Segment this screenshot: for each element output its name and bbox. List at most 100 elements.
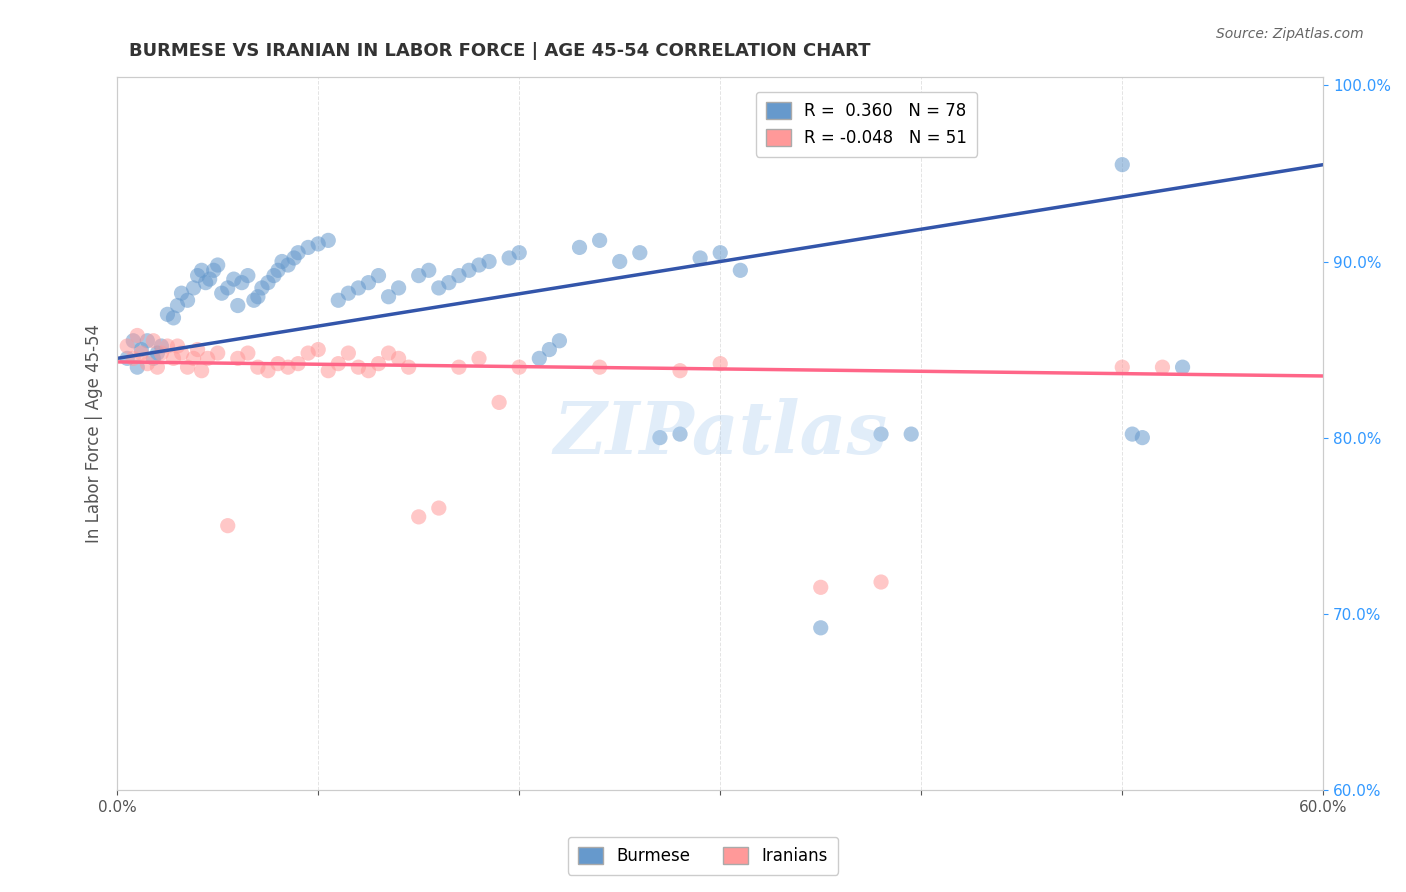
Burmese [156,307,179,321]
Iranians [187,343,209,357]
Iranians [398,360,420,375]
Iranians [217,518,239,533]
Burmese [1111,158,1133,172]
Text: BURMESE VS IRANIAN IN LABOR FORCE | AGE 45-54 CORRELATION CHART: BURMESE VS IRANIAN IN LABOR FORCE | AGE … [129,42,870,60]
Iranians [408,509,430,524]
Iranians [156,339,179,353]
Burmese [194,276,217,290]
Burmese [568,240,591,254]
Burmese [263,268,285,283]
Iranians [176,360,198,375]
Burmese [870,427,893,442]
Iranians [810,580,832,594]
Iranians [709,357,731,371]
Iranians [146,360,169,375]
Burmese [1171,360,1194,375]
Iranians [162,351,184,366]
Burmese [211,286,233,301]
Iranians [347,360,370,375]
Burmese [669,427,692,442]
Burmese [226,299,249,313]
Burmese [150,339,173,353]
Iranians [357,364,380,378]
Iranians [197,351,219,366]
Burmese [115,351,138,366]
Burmese [267,263,290,277]
Iranians [150,346,173,360]
Burmese [609,254,631,268]
Iranians [277,360,299,375]
Iranians [870,574,893,589]
Burmese [183,281,205,295]
Iranians [1111,360,1133,375]
Burmese [187,268,209,283]
Burmese [307,236,329,251]
Burmese [217,281,239,295]
Iranians [136,357,159,371]
Burmese [357,276,380,290]
Iranians [190,364,212,378]
Burmese [207,258,229,272]
Iranians [427,501,450,516]
Iranians [183,351,205,366]
Burmese [170,286,193,301]
Iranians [337,346,360,360]
Iranians [508,360,530,375]
Burmese [437,276,460,290]
Burmese [478,254,501,268]
Iranians [207,346,229,360]
Burmese [529,351,551,366]
Burmese [142,351,165,366]
Burmese [287,245,309,260]
Burmese [231,276,253,290]
Burmese [730,263,752,277]
Burmese [377,290,399,304]
Iranians [115,339,138,353]
Burmese [709,245,731,260]
Burmese [146,346,169,360]
Legend: Burmese, Iranians: Burmese, Iranians [568,837,838,875]
Burmese [246,290,269,304]
Iranians [468,351,491,366]
Burmese [122,334,145,348]
Burmese [347,281,370,295]
Burmese [900,427,922,442]
Burmese [136,334,159,348]
Iranians [367,357,389,371]
Burmese [257,276,280,290]
Burmese [328,293,350,308]
Burmese [458,263,481,277]
Iranians [246,360,269,375]
Iranians [328,357,350,371]
Burmese [271,254,294,268]
Burmese [689,251,711,265]
Iranians [142,334,165,348]
Burmese [388,281,411,295]
Burmese [297,240,319,254]
Iranians [447,360,470,375]
Burmese [810,621,832,635]
Burmese [1130,431,1153,445]
Burmese [548,334,571,348]
Burmese [427,281,450,295]
Iranians [122,351,145,366]
Iranians [236,346,259,360]
Burmese [447,268,470,283]
Burmese [367,268,389,283]
Iranians [226,351,249,366]
Burmese [588,233,610,247]
Burmese [236,268,259,283]
Burmese [162,310,184,325]
Burmese [250,281,273,295]
Burmese [408,268,430,283]
Burmese [498,251,520,265]
Iranians [307,343,329,357]
Burmese [190,263,212,277]
Burmese [166,299,188,313]
Burmese [176,293,198,308]
Burmese [243,293,266,308]
Burmese [648,431,671,445]
Burmese [508,245,530,260]
Iranians [170,346,193,360]
Iranians [257,364,280,378]
